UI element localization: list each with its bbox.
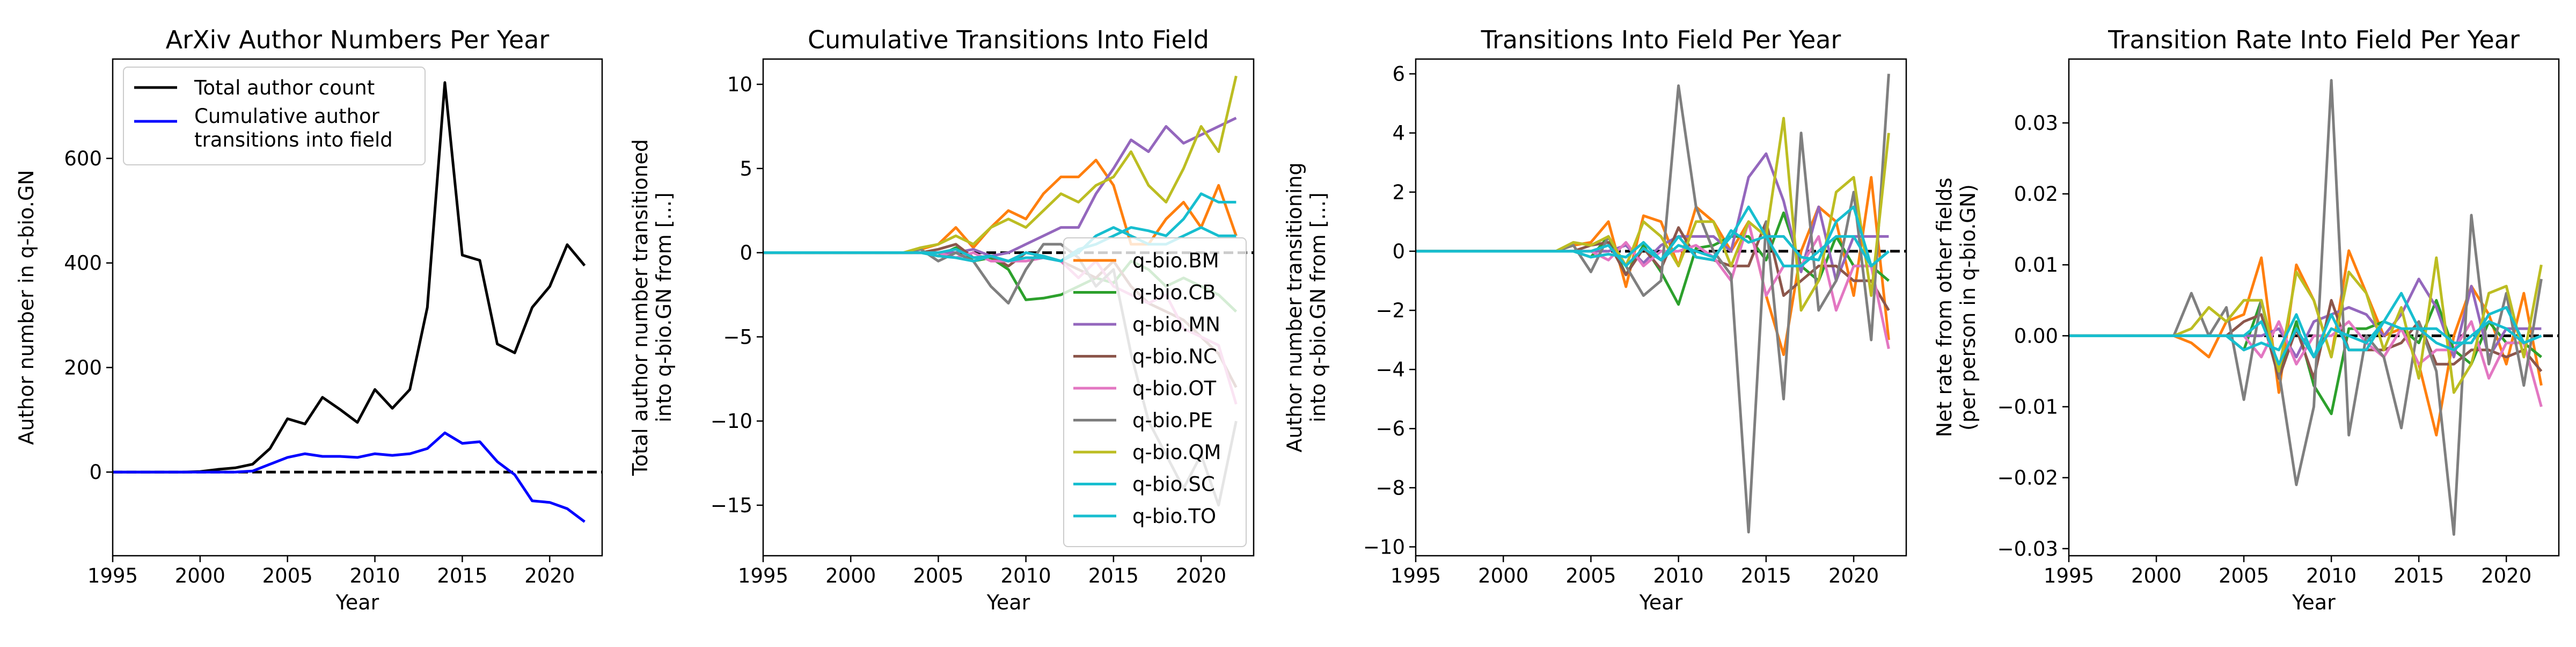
x-tick-label: 2005 bbox=[913, 564, 963, 587]
y-tick-label: −10 bbox=[711, 410, 752, 433]
series-line-q-bio-mn bbox=[1416, 152, 1889, 282]
x-axis-label: Year bbox=[2292, 591, 2336, 614]
legend-label: q-bio.QM bbox=[1132, 441, 1221, 464]
y-axis-label: Author number in q-bio.GN bbox=[14, 170, 38, 445]
legend-label: q-bio.BM bbox=[1132, 249, 1219, 272]
x-tick-label: 1995 bbox=[2044, 564, 2094, 587]
x-tick-label: 2015 bbox=[1088, 564, 1139, 587]
y-tick-label: −10 bbox=[1363, 535, 1405, 558]
y-tick-label: 0 bbox=[89, 461, 102, 484]
x-tick-label: 2010 bbox=[349, 564, 400, 587]
y-tick-label: −0.01 bbox=[1997, 396, 2058, 419]
plot-area bbox=[2069, 79, 2559, 536]
series-line-cumulative-author bbox=[113, 431, 586, 523]
legend-label: q-bio.MN bbox=[1132, 313, 1220, 336]
axes-frame bbox=[762, 58, 1255, 557]
x-tick-label: 2015 bbox=[2394, 564, 2444, 587]
legend-label: q-bio.CB bbox=[1132, 281, 1216, 304]
x-axis-label: Year bbox=[335, 591, 379, 614]
x-tick-label: 1995 bbox=[1391, 564, 1441, 587]
y-tick-label: 5 bbox=[740, 157, 752, 180]
y-tick-label: 0.03 bbox=[2014, 112, 2058, 135]
y-axis-label: Total author number transitionedinto q-b… bbox=[628, 139, 676, 476]
series-line-q-bio-pe bbox=[2069, 79, 2543, 536]
x-tick-label: 2010 bbox=[2306, 564, 2357, 587]
x-tick-label: 2015 bbox=[1741, 564, 1791, 587]
y-tick-label: 0.00 bbox=[2014, 324, 2058, 347]
x-tick-label: 2000 bbox=[825, 564, 876, 587]
y-tick-label: 400 bbox=[64, 252, 102, 275]
chart-title: Cumulative Transitions Into Field bbox=[808, 25, 1209, 54]
axes-frame bbox=[1415, 58, 1907, 557]
series-line-q-bio-qm bbox=[763, 75, 1238, 255]
x-tick-label: 2020 bbox=[1176, 564, 1226, 587]
y-tick-label: −5 bbox=[723, 325, 752, 348]
y-tick-label: −0.02 bbox=[1997, 467, 2058, 490]
y-tick-label: 600 bbox=[64, 147, 102, 170]
y-tick-label: 0.01 bbox=[2014, 253, 2058, 277]
x-tick-label: 1995 bbox=[87, 564, 138, 587]
legend-label: Total author count bbox=[194, 76, 375, 99]
x-tick-label: 2010 bbox=[1001, 564, 1051, 587]
x-tick-label: 2020 bbox=[524, 564, 575, 587]
plot-area bbox=[1416, 74, 1906, 534]
y-tick-label: 10 bbox=[727, 73, 752, 96]
x-tick-label: 2005 bbox=[262, 564, 313, 587]
legend-box bbox=[123, 67, 426, 165]
legend-label: q-bio.TO bbox=[1132, 505, 1216, 528]
x-tick-label: 2000 bbox=[2131, 564, 2182, 587]
y-tick-label: 0.02 bbox=[2014, 183, 2058, 206]
x-tick-label: 2005 bbox=[1565, 564, 1616, 587]
axes-frame bbox=[2068, 58, 2560, 557]
x-tick-label: 2015 bbox=[437, 564, 487, 587]
x-tick-label: 2020 bbox=[2481, 564, 2531, 587]
legend: Total author count Cumulative author trans… bbox=[123, 67, 426, 165]
y-tick-label: 200 bbox=[64, 356, 102, 379]
y-tick-label: −4 bbox=[1375, 358, 1405, 381]
series-line-q-bio-to bbox=[2069, 292, 2542, 359]
y-tick-label: 0 bbox=[1392, 240, 1405, 263]
legend-label: Cumulative author transitions into field bbox=[194, 105, 393, 151]
y-tick-label: −2 bbox=[1375, 299, 1405, 322]
y-tick-label: −0.03 bbox=[1997, 537, 2058, 561]
legend-label: q-bio.PE bbox=[1132, 409, 1213, 432]
y-tick-label: 6 bbox=[1392, 63, 1405, 86]
x-tick-label: 2000 bbox=[175, 564, 225, 587]
chart-panel-2: Cumulative Transitions Into Field 1995 200… bbox=[628, 25, 1255, 614]
y-tick-label: 4 bbox=[1392, 122, 1405, 145]
x-axis-label: Year bbox=[1639, 591, 1683, 614]
x-tick-label: 2020 bbox=[1828, 564, 1879, 587]
series-line-q-bio-ot bbox=[1416, 220, 1890, 350]
x-tick-label: 2000 bbox=[1478, 564, 1528, 587]
y-axis-label: Net rate from other fields(per person in… bbox=[1933, 178, 1980, 438]
legend: q-bio.BM q-bio.CB q-bio.MN q-bio.NC q-bio.OT… bbox=[1063, 237, 1247, 547]
plot-area bbox=[113, 81, 602, 523]
y-tick-label: 0 bbox=[740, 242, 752, 265]
y-tick-label: 2 bbox=[1392, 181, 1405, 204]
legend-box bbox=[1063, 237, 1247, 547]
y-tick-label: −6 bbox=[1375, 417, 1405, 440]
legend-label: q-bio.OT bbox=[1132, 377, 1216, 400]
series-line-q-bio-pe bbox=[1416, 74, 1890, 534]
chart-panel-4: Transition Rate Into Field Per Year 1995 2… bbox=[1933, 25, 2560, 614]
y-tick-label: −8 bbox=[1375, 476, 1405, 499]
chart-panel-3: Transitions Into Field Per Year 1995 2000 2… bbox=[1283, 25, 1907, 614]
series-line-q-bio-to bbox=[1416, 205, 1890, 267]
x-axis-label: Year bbox=[986, 591, 1030, 614]
chart-title: Transitions Into Field Per Year bbox=[1481, 25, 1841, 54]
y-axis-label: Author number transitioninginto q-bio.GN… bbox=[1283, 162, 1330, 452]
x-tick-label: 2005 bbox=[2219, 564, 2269, 587]
chart-title: Transition Rate Into Field Per Year bbox=[2107, 25, 2520, 54]
y-tick-label: −15 bbox=[711, 494, 752, 517]
legend-label: q-bio.SC bbox=[1132, 473, 1215, 496]
x-tick-label: 2010 bbox=[1653, 564, 1704, 587]
legend-label: q-bio.NC bbox=[1132, 345, 1217, 368]
chart-title: ArXiv Author Numbers Per Year bbox=[166, 25, 550, 54]
axes-frame bbox=[112, 58, 603, 557]
x-tick-label: 1995 bbox=[738, 564, 788, 587]
